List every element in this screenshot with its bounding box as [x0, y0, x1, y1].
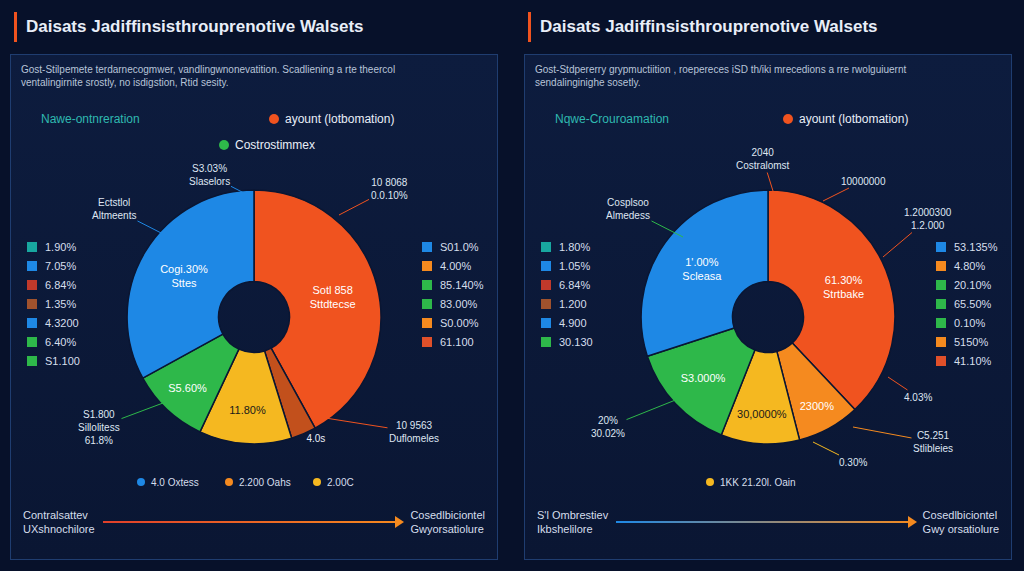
html-text:Gwy orsatiolure: Gwy orsatiolure [922, 523, 999, 535]
svg-text:4.0 Oxtess: 4.0 Oxtess [151, 477, 199, 488]
svg-text:C5.251Stlibleies: C5.251Stlibleies [913, 430, 953, 454]
svg-text:ayount (lotbomation): ayount (lotbomation) [285, 112, 394, 126]
html-text:Contralsattev: Contralsattev [23, 509, 88, 521]
svg-text:S0.00%: S0.00% [440, 317, 479, 329]
svg-text:4.0s: 4.0s [306, 433, 325, 444]
svg-text:CosplsooAlmedess: CosplsooAlmedess [606, 197, 650, 221]
svg-text:2.200 Oahs: 2.200 Oahs [239, 477, 291, 488]
svg-text:Costrostimmex: Costrostimmex [235, 138, 315, 152]
svg-text:20%30.02%: 20%30.02% [591, 415, 625, 439]
svg-text:S1.800Sillolitess61.8%: S1.800Sillolitess61.8% [78, 409, 120, 446]
svg-text:7.05%: 7.05% [45, 260, 76, 272]
svg-text:61.100: 61.100 [440, 336, 474, 348]
svg-text:S5.60%: S5.60% [168, 382, 207, 394]
html-text:Cosedlbiciontel: Cosedlbiciontel [922, 509, 998, 521]
svg-text:S3.03%Slaselors: S3.03%Slaselors [189, 163, 230, 187]
svg-text:4.00%: 4.00% [440, 260, 471, 272]
svg-text:S1.100: S1.100 [45, 355, 80, 367]
svg-text:5150%: 5150% [954, 336, 988, 348]
svg-text:1.35%: 1.35% [45, 298, 76, 310]
svg-text:6.84%: 6.84% [559, 279, 590, 291]
svg-text:1.05%: 1.05% [559, 260, 590, 272]
html-text:S'l Ombrestiev: S'l Ombrestiev [537, 509, 609, 521]
svg-text:1.20003001.2.000: 1.20003001.2.000 [904, 207, 952, 231]
svg-text:11.80%: 11.80% [229, 404, 266, 416]
svg-text:10000000: 10000000 [841, 176, 886, 187]
svg-text:20.10%: 20.10% [954, 279, 992, 291]
svg-text:0.10%: 0.10% [954, 317, 985, 329]
html-text:Gost-Stdpererry grypmuctiition: Gost-Stdpererry grypmuctiition , roepere… [535, 64, 907, 75]
svg-text:10 80680.0.10%: 10 80680.0.10% [371, 177, 408, 201]
svg-text:4.3200: 4.3200 [45, 317, 79, 329]
html-text:Daisats Jadiffinsisthrouprenot: Daisats Jadiffinsisthrouprenotive Walset… [540, 17, 878, 36]
svg-text:1'.00%Scleasa: 1'.00%Scleasa [682, 256, 722, 282]
svg-text:4.03%: 4.03% [904, 392, 932, 403]
svg-text:41.10%: 41.10% [954, 355, 992, 367]
svg-text:ayount (lotbomation): ayount (lotbomation) [799, 112, 908, 126]
svg-text:Sotl 858Sttdtecse: Sotl 858Sttdtecse [310, 284, 356, 310]
svg-text:85.140%: 85.140% [440, 279, 484, 291]
svg-text:10 9563Duflomeles: 10 9563Duflomeles [389, 420, 439, 444]
html-text:UXshnochilore: UXshnochilore [23, 523, 95, 535]
svg-text:65.50%: 65.50% [954, 298, 992, 310]
svg-text:83.00%: 83.00% [440, 298, 478, 310]
svg-text:61.30%Strtbake: 61.30%Strtbake [823, 274, 864, 300]
html-text:ventalingirnite srostly, no is: ventalingirnite srostly, no isdigstion, … [21, 77, 229, 88]
svg-text:1.90%: 1.90% [45, 241, 76, 253]
svg-text:S3.000%: S3.000% [681, 372, 726, 384]
svg-text:30.130: 30.130 [559, 336, 593, 348]
html-text:Ikbshelilore: Ikbshelilore [537, 523, 593, 535]
html-text:Gost-Stilpemete terdarnecogmwe: Gost-Stilpemete terdarnecogmwer, vandlin… [21, 64, 396, 75]
svg-text:4.80%: 4.80% [954, 260, 985, 272]
svg-text:1KK 21.20l. Oain: 1KK 21.20l. Oain [720, 477, 796, 488]
svg-text:1.80%: 1.80% [559, 241, 590, 253]
svg-text:Cogi.30%Sttes: Cogi.30%Sttes [160, 263, 208, 289]
svg-text:53.135%: 53.135% [954, 241, 998, 253]
svg-text:6.40%: 6.40% [45, 336, 76, 348]
svg-text:2300%: 2300% [800, 400, 834, 412]
svg-text:Nawe-ontnreration: Nawe-ontnreration [41, 112, 140, 126]
svg-text:4.900: 4.900 [559, 317, 587, 329]
svg-text:EctstlolAltmeents: EctstlolAltmeents [92, 197, 136, 221]
svg-text:2040Costralomst: 2040Costralomst [736, 147, 790, 171]
html-text:Daisats Jadiffinsisthrouprenot: Daisats Jadiffinsisthrouprenotive Walset… [26, 17, 364, 36]
svg-text:1.200: 1.200 [559, 298, 587, 310]
svg-text:0.30%: 0.30% [839, 457, 867, 468]
svg-text:Nqwe-Crouroamation: Nqwe-Crouroamation [555, 112, 669, 126]
svg-text:30,0000%: 30,0000% [737, 408, 787, 420]
svg-text:6.84%: 6.84% [45, 279, 76, 291]
html-text:sendalinginighe sosetly.: sendalinginighe sosetly. [535, 77, 641, 88]
svg-text:2.00C: 2.00C [327, 477, 354, 488]
html-text:Gwyorsatiolure: Gwyorsatiolure [410, 523, 484, 535]
svg-text:S01.0%: S01.0% [440, 241, 479, 253]
html-text:Cosedlbiciontel: Cosedlbiciontel [410, 509, 485, 521]
